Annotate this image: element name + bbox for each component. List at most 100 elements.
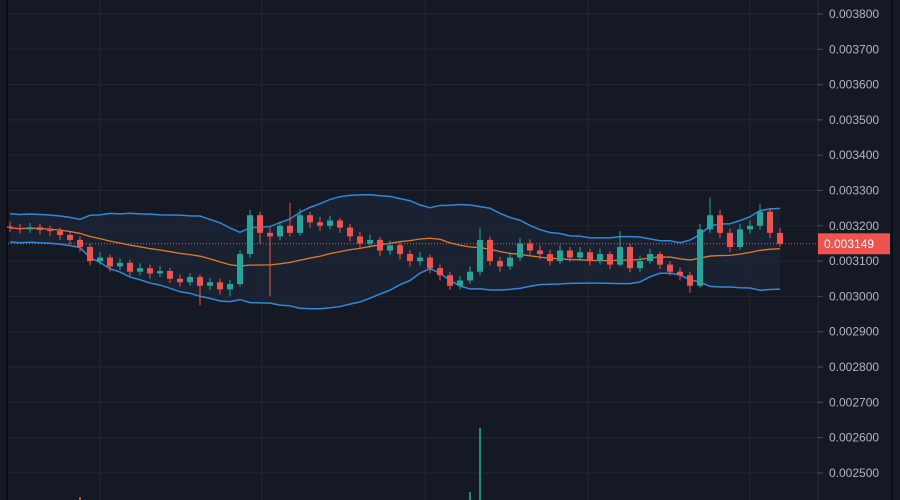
candle-body	[767, 211, 773, 233]
candle-body	[777, 232, 783, 244]
candle-body	[377, 239, 383, 251]
candle-body	[617, 246, 623, 265]
candle-body	[597, 254, 603, 262]
candle-body	[447, 275, 453, 286]
candle-body	[127, 262, 133, 272]
candle-body	[537, 250, 543, 255]
candle-body	[497, 261, 503, 267]
candle-body	[357, 236, 363, 244]
y-tick-label: 0.003400	[829, 148, 879, 162]
candle-body	[547, 254, 553, 262]
candle-body	[477, 239, 483, 272]
candle-body	[457, 280, 463, 286]
y-tick-label: 0.003600	[829, 78, 879, 92]
y-tick-label: 0.002800	[829, 360, 879, 374]
candle-body	[487, 239, 493, 262]
candle-body	[67, 234, 73, 240]
candle-body	[587, 252, 593, 262]
y-tick-label: 0.003700	[829, 42, 879, 56]
candle-body	[707, 215, 713, 230]
candle-body	[677, 271, 683, 276]
candle-body	[347, 227, 353, 237]
candle-body	[667, 264, 673, 272]
candle-body	[237, 254, 243, 285]
y-tick-label: 0.002900	[829, 325, 879, 339]
candle-body	[337, 220, 343, 228]
candle-body	[747, 225, 753, 230]
candle-body	[627, 246, 633, 269]
candle-body	[227, 284, 233, 290]
candle-body	[57, 231, 63, 235]
candle-body	[287, 225, 293, 233]
candle-body	[737, 229, 743, 247]
candle-body	[307, 215, 313, 223]
candle-body	[27, 227, 33, 230]
candle-body	[407, 254, 413, 262]
volume-bar	[79, 497, 81, 500]
candle-body	[557, 250, 563, 262]
upper-band-line	[9, 193, 781, 244]
candle-body	[147, 268, 153, 274]
candle-body	[97, 257, 103, 262]
candle-body	[257, 215, 263, 233]
candle-body	[387, 245, 393, 251]
candle-body	[717, 215, 723, 233]
last-price-badge: 0.003149	[818, 233, 890, 255]
candle-body	[217, 282, 223, 290]
candle-body	[317, 222, 323, 226]
candle-body	[37, 227, 43, 231]
candle-body	[437, 268, 443, 276]
volume-bar	[479, 428, 481, 500]
y-tick-label: 0.002700	[829, 395, 879, 409]
candle-body	[267, 232, 273, 237]
y-tick-label: 0.002600	[829, 431, 879, 445]
y-tick-label: 0.002500	[829, 466, 879, 480]
candle-body	[327, 220, 333, 226]
candle-body	[567, 250, 573, 258]
volume-bars	[79, 428, 481, 500]
candle-body	[207, 282, 213, 286]
y-tick-label: 0.003300	[829, 184, 879, 198]
candle-body	[367, 239, 373, 244]
candle-body	[397, 245, 403, 255]
candle-body	[427, 257, 433, 269]
lower-band-line	[9, 241, 781, 310]
candle-body	[697, 229, 703, 286]
candle-body	[167, 270, 173, 279]
candle-body	[687, 275, 693, 286]
candle-body	[467, 271, 473, 281]
y-tick-label: 0.003500	[829, 113, 879, 127]
candle-body	[7, 226, 13, 228]
candle-body	[177, 278, 183, 283]
candle-body	[727, 232, 733, 247]
candle-body	[297, 215, 303, 233]
candle-body	[577, 252, 583, 258]
candle-body	[517, 243, 523, 258]
candle-body	[17, 227, 23, 230]
candle-body	[247, 215, 253, 255]
candle-body	[277, 225, 283, 237]
candle-body	[417, 257, 423, 262]
y-tick-label: 0.003200	[829, 219, 879, 233]
y-tick-label: 0.003000	[829, 289, 879, 303]
candle-body	[107, 257, 113, 267]
candle-body	[637, 261, 643, 269]
candle-body	[117, 262, 123, 267]
candle-body	[657, 254, 663, 265]
candle-body	[137, 268, 143, 272]
candle-body	[647, 254, 653, 262]
candle-body	[507, 257, 513, 267]
y-tick-label: 0.003800	[829, 7, 879, 21]
candle-body	[607, 254, 613, 265]
y-tick-label: 0.003100	[829, 254, 879, 268]
candle-body	[757, 211, 763, 226]
last-price-label: 0.003149	[824, 237, 874, 251]
candle-body	[527, 243, 533, 251]
volume-bar	[469, 492, 471, 500]
candle-body	[187, 276, 193, 283]
candle-body	[87, 246, 93, 262]
candle-body	[47, 230, 53, 232]
candle-body	[197, 276, 203, 286]
candle-body	[157, 270, 163, 274]
